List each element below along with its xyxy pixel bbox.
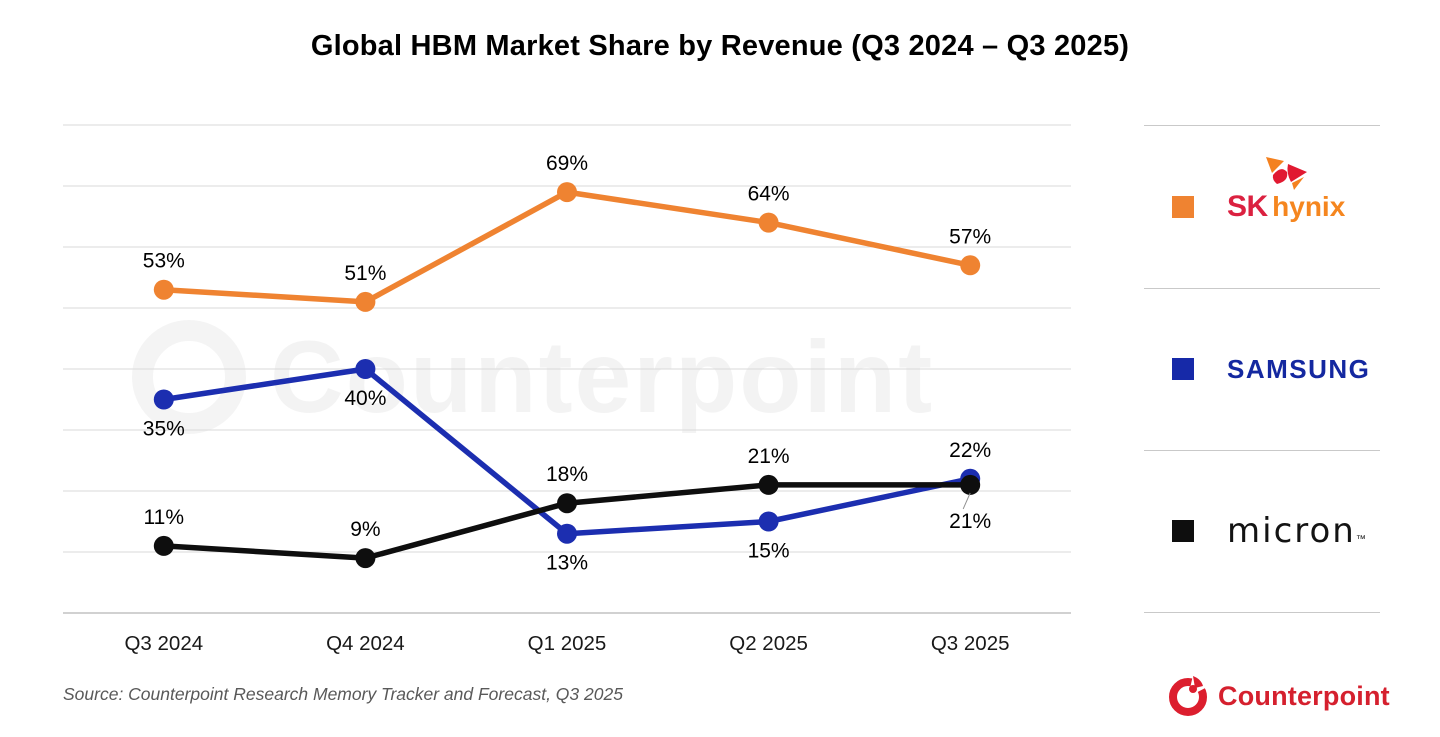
counterpoint-logo-icon bbox=[1169, 673, 1211, 716]
value-label-sk-hynix: 64% bbox=[748, 183, 790, 206]
samsung-swatch bbox=[1172, 358, 1194, 380]
value-label-samsung: 15% bbox=[748, 540, 790, 563]
x-tick-label: Q2 2025 bbox=[729, 632, 808, 655]
counterpoint-brand: Counterpoint bbox=[1167, 673, 1390, 719]
legend-divider bbox=[1144, 288, 1380, 289]
legend-divider bbox=[1144, 125, 1380, 126]
x-tick-label: Q3 2025 bbox=[931, 632, 1010, 655]
legend-divider bbox=[1144, 612, 1380, 613]
sk-hynix-logo: SK hynix bbox=[1227, 157, 1346, 224]
value-label-samsung: 35% bbox=[143, 418, 185, 441]
data-point-micron bbox=[557, 493, 577, 514]
data-point-micron bbox=[355, 548, 376, 569]
micron-swatch bbox=[1172, 520, 1194, 542]
value-label-samsung: 40% bbox=[344, 387, 386, 410]
data-point-samsung bbox=[758, 511, 779, 532]
value-label-micron: 21% bbox=[748, 445, 790, 468]
source-note: Source: Counterpoint Research Memory Tra… bbox=[63, 684, 623, 704]
data-point-micron bbox=[758, 474, 779, 495]
legend-divider bbox=[1144, 450, 1380, 451]
value-label-samsung: 13% bbox=[546, 552, 588, 575]
value-label-micron: 21% bbox=[949, 510, 991, 533]
data-point-micron bbox=[153, 535, 174, 556]
sk-butterfly-icon bbox=[1266, 157, 1307, 190]
data-point-micron bbox=[960, 474, 981, 495]
data-point-samsung bbox=[153, 389, 174, 410]
value-label-sk-hynix: 69% bbox=[546, 152, 588, 175]
market-share-line-chart: 53% 51% 69% 64% 57% 35% 40% 13% 15% 22% 11% 9% 18% 21… bbox=[63, 124, 1071, 655]
legend: SK hynix SAMSUNG micron™ bbox=[1144, 125, 1380, 613]
data-point-sk-hynix bbox=[758, 212, 779, 233]
value-label-micron: 9% bbox=[350, 518, 380, 541]
data-point-samsung bbox=[355, 359, 376, 379]
value-label-sk-hynix: 57% bbox=[949, 225, 991, 248]
micron-logo: micron™ bbox=[1227, 511, 1366, 551]
micron-wordmark: micron bbox=[1227, 511, 1356, 551]
sk-wordmark: SK bbox=[1227, 190, 1268, 223]
value-label-micron: 11% bbox=[144, 506, 184, 529]
legend-item-micron: micron™ bbox=[1144, 450, 1380, 612]
legend-item-sk-hynix: SK hynix bbox=[1144, 126, 1380, 288]
counterpoint-brand-text: Counterpoint bbox=[1218, 680, 1390, 711]
x-tick-label: Q3 2024 bbox=[124, 632, 203, 655]
value-label-samsung: 22% bbox=[949, 439, 991, 462]
legend-item-samsung: SAMSUNG bbox=[1144, 288, 1380, 450]
x-tick-label: Q4 2024 bbox=[326, 632, 405, 655]
chart-title: Global HBM Market Share by Revenue (Q3 2… bbox=[310, 30, 1130, 62]
label-leader-line bbox=[962, 492, 971, 510]
data-point-sk-hynix bbox=[557, 182, 577, 203]
hynix-wordmark: hynix bbox=[1272, 191, 1346, 222]
sk-hynix-swatch bbox=[1172, 196, 1194, 218]
data-point-samsung bbox=[557, 523, 577, 544]
x-tick-label: Q1 2025 bbox=[528, 632, 607, 655]
data-point-sk-hynix bbox=[153, 279, 174, 300]
samsung-logo: SAMSUNG bbox=[1227, 354, 1370, 385]
value-label-micron: 18% bbox=[546, 463, 588, 486]
samsung-wordmark: SAMSUNG bbox=[1227, 353, 1371, 384]
value-label-sk-hynix: 51% bbox=[344, 262, 386, 285]
data-point-sk-hynix bbox=[960, 255, 981, 276]
data-point-sk-hynix bbox=[355, 291, 376, 312]
micron-trademark: ™ bbox=[1355, 534, 1366, 545]
value-label-sk-hynix: 53% bbox=[143, 250, 185, 273]
